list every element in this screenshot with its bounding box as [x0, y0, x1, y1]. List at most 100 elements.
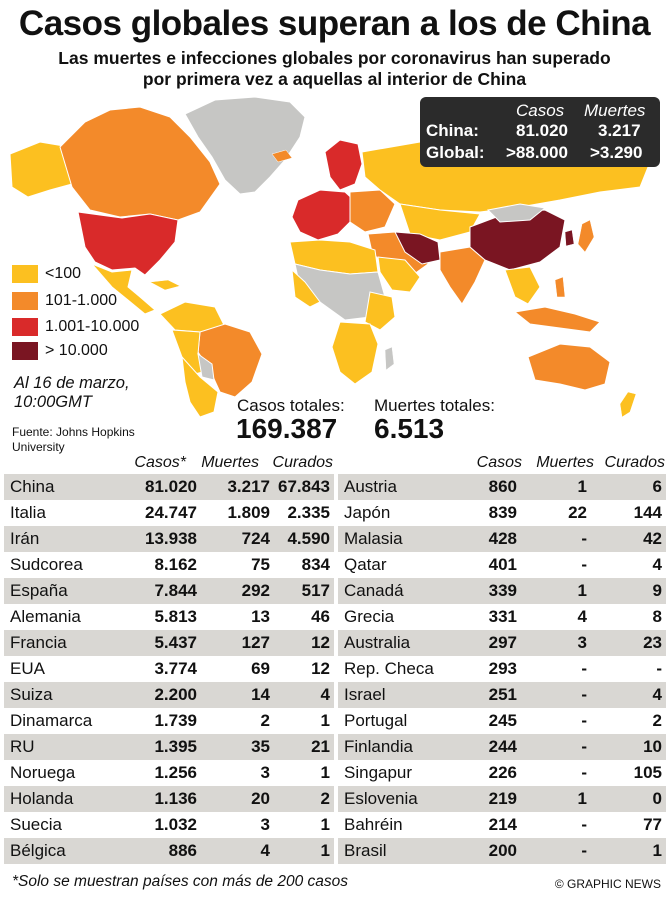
table-row: España 7.844 292 517	[4, 578, 334, 604]
cell-country: Israel	[344, 685, 386, 704]
cell-deaths: -	[581, 841, 587, 860]
table-row: Eslovenia 219 1 0	[338, 786, 666, 812]
cell-cured: 1	[652, 841, 662, 860]
caribbean	[149, 279, 181, 291]
cell-cured: 2	[320, 789, 330, 808]
cell-country: Japón	[344, 503, 391, 522]
southern-africa	[331, 321, 379, 385]
right-cases-header: Casos	[476, 454, 522, 471]
cell-cured: 10	[643, 737, 662, 756]
cell-cases: 1.032	[154, 815, 197, 834]
cell-deaths: 3.217	[227, 477, 270, 496]
date-note: Al 16 de marzo, 10:00GMT	[14, 374, 130, 412]
usa	[77, 211, 179, 276]
total-cases-label: Casos totales:	[237, 396, 345, 415]
cell-country: Bélgica	[10, 841, 66, 860]
table-row: Japón 839 22 144	[338, 500, 666, 526]
western-europe	[291, 189, 359, 241]
total-cases-value: 169.387	[236, 413, 338, 444]
left-deaths-header: Muertes	[201, 454, 259, 471]
cell-cured: 4.590	[287, 529, 330, 548]
japan	[577, 219, 595, 253]
cell-cases: 1.739	[154, 711, 197, 730]
cell-deaths: -	[581, 685, 587, 704]
table-row: Francia 5.437 127 12	[4, 630, 334, 656]
subtitle-line-1: Las muertes e infecciones globales por c…	[58, 48, 611, 68]
summary-china-label: China:	[426, 121, 479, 140]
australia	[527, 343, 611, 391]
cell-country: Singapur	[344, 763, 413, 782]
cell-cases: 24.747	[145, 503, 197, 522]
cell-cured: 517	[301, 581, 330, 600]
cell-cured: 23	[643, 633, 662, 652]
cell-deaths: 1	[577, 477, 587, 496]
legend-swatch	[12, 342, 38, 360]
cell-cured: 42	[643, 529, 662, 548]
table-row: Portugal 245 - 2	[338, 708, 666, 734]
table-row: Rep. Checa 293 - -	[338, 656, 666, 682]
cell-cases: 244	[488, 737, 517, 756]
cell-cured: 8	[652, 607, 662, 626]
cell-country: Francia	[10, 633, 67, 652]
cell-cases: 339	[488, 581, 517, 600]
summary-box: Casos Muertes China: 81.020 3.217 Global…	[420, 97, 660, 167]
cell-deaths: 22	[568, 503, 587, 522]
cell-cases: 331	[488, 607, 517, 626]
cell-cases: 245	[488, 711, 517, 730]
cell-deaths: 1.809	[227, 503, 270, 522]
legend-label: 101-1.000	[45, 292, 118, 309]
cell-cases: 5.813	[154, 607, 197, 626]
source-line-1: Fuente: Johns Hopkins	[12, 425, 135, 439]
cell-cured: 4	[652, 555, 662, 574]
cell-cases: 219	[488, 789, 517, 808]
table-row: Bahréin 214 - 77	[338, 812, 666, 838]
cell-cases: 2.200	[154, 685, 197, 704]
cell-deaths: -	[581, 529, 587, 548]
cell-cured: 77	[643, 815, 662, 834]
left-cases-header: Casos*	[134, 454, 186, 471]
cell-cases: 214	[488, 815, 517, 834]
right-cured-header: Curados	[604, 454, 665, 471]
table-row: Sudcorea 8.162 75 834	[4, 552, 334, 578]
table-row: Australia 297 3 23	[338, 630, 666, 656]
left-cured-header: Curados	[272, 454, 333, 471]
cell-country: Alemania	[10, 607, 81, 626]
east-africa	[364, 291, 396, 331]
cell-cured: 1	[320, 711, 330, 730]
west-africa	[291, 268, 321, 308]
indonesia	[513, 306, 601, 333]
greenland	[184, 96, 306, 195]
cell-cases: 1.256	[154, 763, 197, 782]
cell-cured: 105	[633, 763, 662, 782]
table-row: Holanda 1.136 20 2	[4, 786, 334, 812]
cell-country: Suiza	[10, 685, 53, 704]
canada	[59, 106, 221, 221]
summary-global-cases: >88.000	[506, 143, 568, 162]
cell-deaths: 3	[260, 763, 270, 782]
date-line-1: Al 16 de marzo,	[14, 374, 130, 392]
cell-country: Sudcorea	[10, 555, 83, 574]
summary-china-deaths: 3.217	[598, 121, 641, 140]
cell-country: Holanda	[10, 789, 74, 808]
cell-cured: 12	[311, 633, 330, 652]
cell-cured: 21	[311, 737, 330, 756]
new-zealand	[619, 391, 637, 418]
cell-deaths: 3	[260, 815, 270, 834]
cell-deaths: 1	[577, 789, 587, 808]
southeast-asia	[504, 266, 541, 305]
cell-cases: 13.938	[145, 529, 197, 548]
cell-country: Canadá	[344, 581, 404, 600]
cell-country: Qatar	[344, 555, 387, 574]
table-row: Irán 13.938 724 4.590	[4, 526, 334, 552]
cell-deaths: 724	[241, 529, 270, 548]
table-row: Dinamarca 1.739 2 1	[4, 708, 334, 734]
legend-swatch	[12, 318, 38, 336]
footnote: *Solo se muestran países con más de 200 …	[12, 873, 349, 890]
madagascar	[384, 346, 395, 371]
cell-cured: 6	[652, 477, 662, 496]
cell-cases: 251	[488, 685, 517, 704]
legend-swatch	[12, 292, 38, 310]
paraguay	[197, 352, 215, 381]
summary-global-label: Global:	[426, 143, 485, 162]
cell-deaths: 13	[251, 607, 270, 626]
